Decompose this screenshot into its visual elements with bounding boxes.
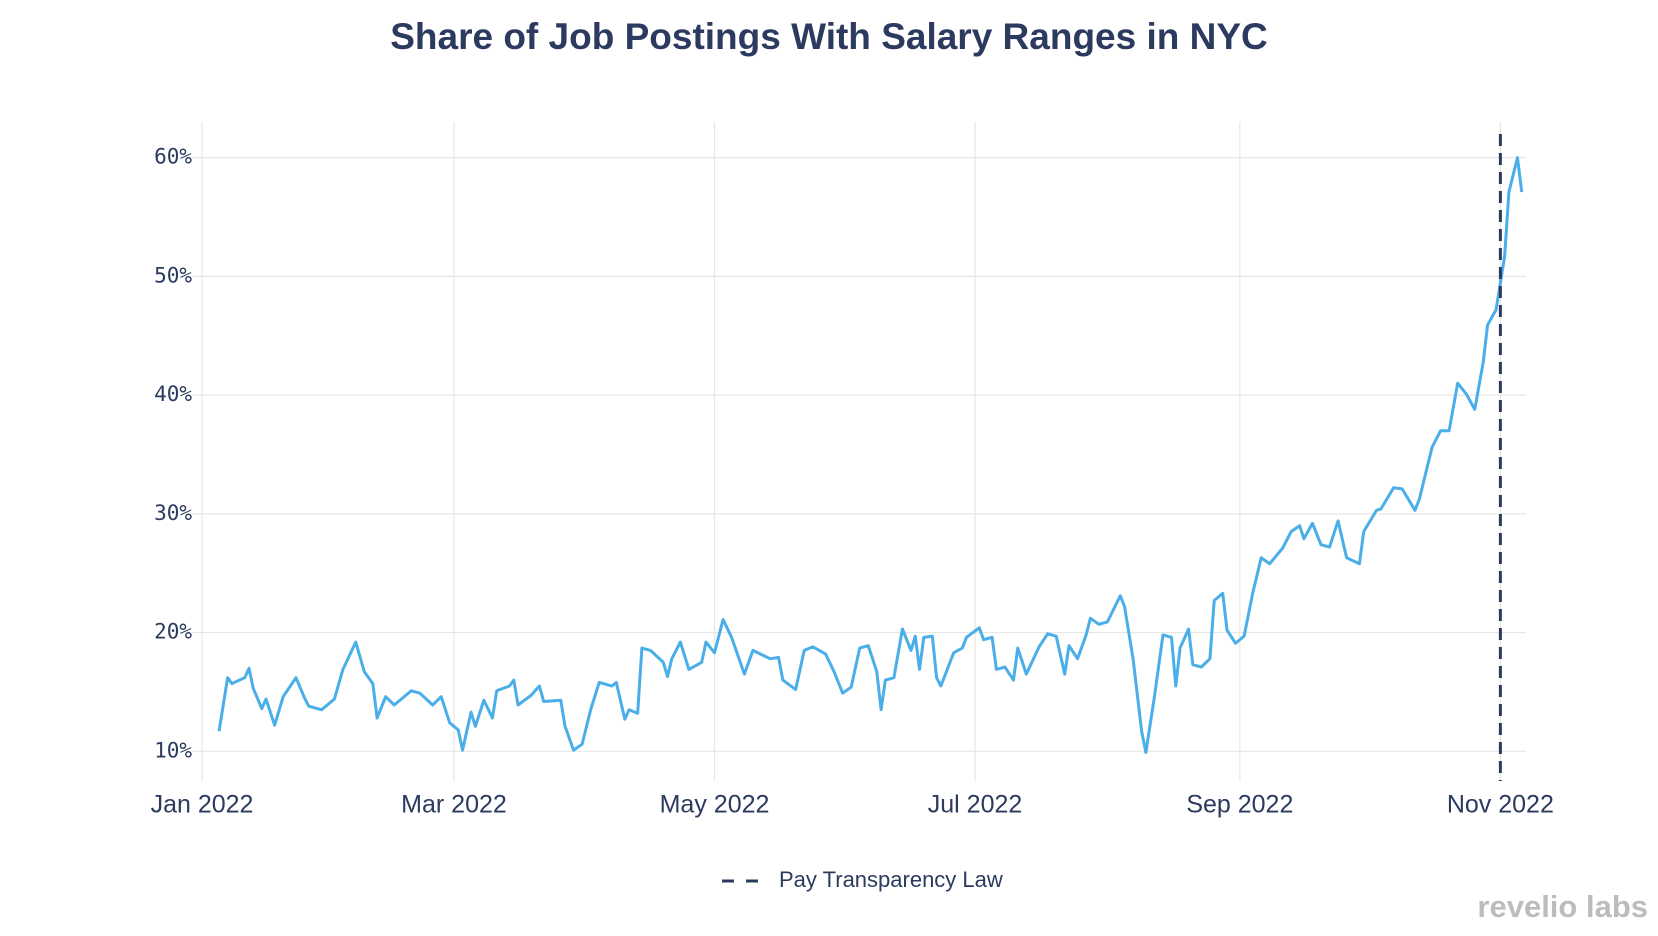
chart-title: Share of Job Postings With Salary Ranges… [390, 16, 1268, 57]
legend-label: Pay Transparency Law [779, 867, 1003, 892]
y-tick-label: 10% [154, 738, 192, 762]
y-tick-label: 40% [154, 382, 192, 406]
x-tick-label: Jan 2022 [151, 791, 254, 819]
x-tick-label: Sep 2022 [1186, 791, 1293, 819]
y-tick-label: 20% [154, 620, 192, 644]
x-tick-label: May 2022 [660, 791, 770, 819]
y-tick-label: 60% [154, 145, 192, 169]
y-tick-label: 30% [154, 501, 192, 525]
x-tick-label: Mar 2022 [401, 791, 507, 819]
x-tick-label: Nov 2022 [1447, 791, 1554, 819]
watermark: revelio labs [1477, 889, 1648, 924]
x-tick-label: Jul 2022 [928, 791, 1023, 819]
y-tick-label: 50% [154, 263, 192, 287]
data-line [217, 156, 1524, 754]
